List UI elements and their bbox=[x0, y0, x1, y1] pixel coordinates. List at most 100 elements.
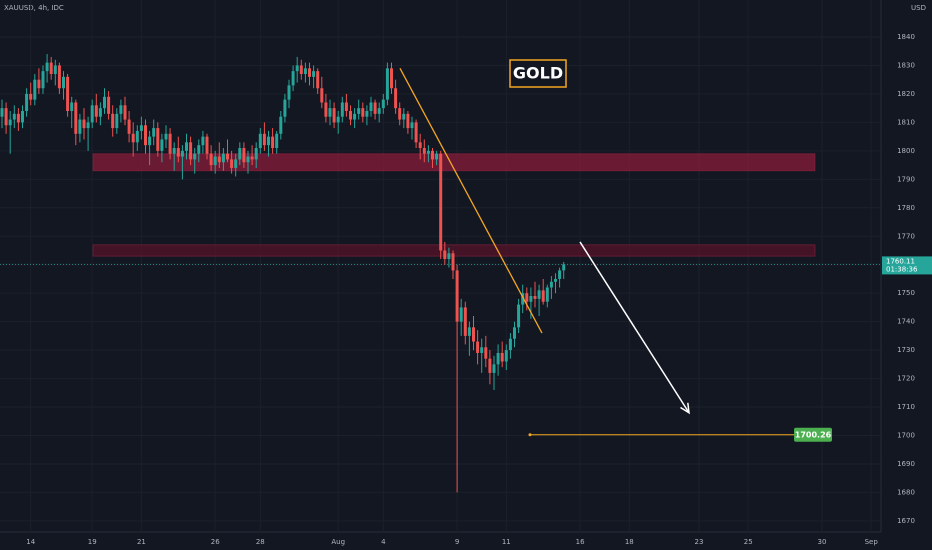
y-tick-label: 1810 bbox=[897, 118, 915, 126]
candle-body bbox=[160, 139, 164, 151]
candle-body bbox=[537, 290, 541, 299]
candle-body bbox=[312, 71, 316, 77]
candle-body bbox=[275, 133, 279, 149]
candle-body bbox=[513, 327, 516, 339]
candle-body bbox=[238, 148, 242, 160]
candle-body bbox=[217, 156, 221, 163]
candle-body bbox=[508, 338, 512, 351]
candle-body bbox=[373, 102, 377, 114]
candle-body bbox=[33, 79, 37, 100]
candle-body bbox=[250, 156, 254, 160]
y-tick-label: 1790 bbox=[897, 175, 915, 183]
candle-body bbox=[221, 153, 225, 163]
y-tick-label: 1670 bbox=[897, 517, 915, 525]
candle-body bbox=[53, 65, 57, 75]
y-tick-label: 1710 bbox=[897, 403, 915, 411]
candle-body bbox=[517, 304, 521, 328]
candle-body bbox=[135, 130, 139, 143]
candle-body bbox=[213, 156, 217, 166]
candle-body bbox=[201, 136, 205, 146]
y-tick-label: 1750 bbox=[897, 289, 915, 297]
candle-body bbox=[402, 113, 406, 120]
y-tick-label: 1840 bbox=[897, 33, 915, 41]
candle-body bbox=[336, 116, 340, 123]
candle-body bbox=[74, 102, 78, 134]
candle-body bbox=[447, 253, 451, 260]
y-tick-label: 1830 bbox=[897, 61, 915, 69]
x-tick-label: 23 bbox=[695, 538, 704, 546]
candle-body bbox=[279, 116, 283, 134]
x-tick-label: 4 bbox=[381, 538, 386, 546]
candle-body bbox=[180, 150, 184, 157]
currency-label: USD bbox=[911, 4, 926, 12]
candle-body bbox=[558, 270, 562, 279]
candle-body bbox=[291, 71, 295, 86]
candle-body bbox=[164, 133, 168, 140]
candle-body bbox=[541, 290, 545, 302]
candle-body bbox=[254, 148, 258, 160]
y-tick-label: 1700 bbox=[897, 432, 915, 440]
candle-body bbox=[29, 93, 33, 100]
candle-body bbox=[422, 148, 426, 154]
candle-body bbox=[168, 133, 172, 154]
candle-body bbox=[357, 108, 361, 114]
candle-body bbox=[8, 119, 12, 126]
candle-body bbox=[426, 150, 430, 154]
x-tick-label: 16 bbox=[576, 538, 585, 546]
candle-body bbox=[390, 68, 393, 89]
candle-body bbox=[98, 108, 102, 117]
candle-body bbox=[172, 148, 176, 154]
x-tick-label: 14 bbox=[26, 538, 35, 546]
candle-body bbox=[62, 76, 65, 89]
candle-body bbox=[476, 341, 480, 353]
x-tick-label: 18 bbox=[625, 538, 634, 546]
resistance-zone bbox=[92, 153, 816, 172]
chart-title: GOLD bbox=[513, 64, 563, 83]
candle-body bbox=[127, 119, 131, 134]
candle-body bbox=[21, 111, 24, 123]
candle-body bbox=[258, 133, 262, 149]
candle-body bbox=[86, 122, 90, 129]
candle-body bbox=[492, 364, 496, 373]
candle-body bbox=[262, 133, 266, 146]
candle-body bbox=[4, 108, 8, 126]
candle-body bbox=[394, 88, 398, 109]
y-tick-label: 1720 bbox=[897, 375, 915, 383]
candle-body bbox=[529, 296, 533, 302]
candle-body bbox=[398, 108, 402, 120]
candle-body bbox=[365, 111, 369, 117]
x-tick-label: Sep bbox=[865, 538, 879, 546]
candle-body bbox=[41, 71, 45, 89]
candle-body bbox=[246, 156, 250, 163]
candle-body bbox=[545, 287, 549, 302]
candle-body bbox=[414, 122, 418, 143]
y-tick-label: 1820 bbox=[897, 90, 915, 98]
candle-body bbox=[435, 153, 439, 160]
candle-body bbox=[463, 307, 467, 336]
x-tick-label: 21 bbox=[137, 538, 146, 546]
candle-body bbox=[308, 68, 311, 77]
candle-body bbox=[45, 62, 49, 72]
candle-body bbox=[533, 296, 537, 299]
arrow-head bbox=[680, 402, 690, 415]
candle-body bbox=[344, 102, 348, 112]
candle-body bbox=[156, 128, 160, 151]
y-tick-label: 1680 bbox=[897, 488, 915, 496]
candle-body bbox=[70, 102, 74, 112]
candle-body bbox=[144, 125, 147, 146]
y-tick-label: 1740 bbox=[897, 318, 915, 326]
candle-body bbox=[283, 99, 287, 117]
candle-body bbox=[361, 108, 365, 117]
candle-body bbox=[484, 347, 488, 359]
candle-body bbox=[332, 108, 336, 123]
candle-body bbox=[562, 264, 566, 271]
y-tick-label: 1770 bbox=[897, 232, 915, 240]
candle-body bbox=[205, 136, 209, 154]
candle-body bbox=[111, 113, 115, 129]
candle-body bbox=[25, 93, 29, 112]
candle-body bbox=[299, 65, 303, 75]
y-tick-label: 1690 bbox=[897, 460, 915, 468]
candle-body bbox=[12, 113, 16, 120]
candle-body bbox=[94, 105, 98, 117]
candle-body bbox=[324, 102, 328, 117]
